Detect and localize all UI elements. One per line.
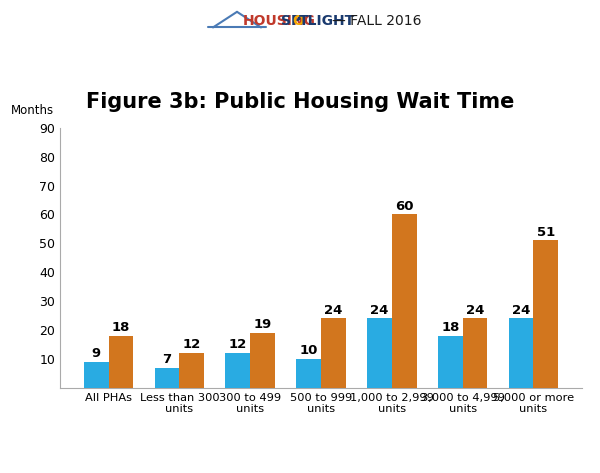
Text: TLIGHT: TLIGHT <box>299 14 355 28</box>
Text: 12: 12 <box>229 339 247 351</box>
Bar <box>533 240 558 388</box>
Text: 7: 7 <box>163 353 172 366</box>
Bar <box>155 368 179 388</box>
Text: 24: 24 <box>466 304 484 317</box>
Text: Figure 3b: Public Housing Wait Time: Figure 3b: Public Housing Wait Time <box>86 92 514 112</box>
Text: 24: 24 <box>512 304 530 317</box>
Bar <box>250 333 275 388</box>
Bar <box>509 318 533 388</box>
Text: HOUSING: HOUSING <box>243 14 316 28</box>
Bar <box>392 214 416 388</box>
Bar <box>438 336 463 388</box>
Bar <box>296 359 321 388</box>
Text: Months: Months <box>10 105 53 117</box>
Bar <box>109 336 133 388</box>
Text: 24: 24 <box>324 304 343 317</box>
Text: 12: 12 <box>182 339 201 351</box>
Text: 24: 24 <box>370 304 389 317</box>
Bar <box>321 318 346 388</box>
Text: 19: 19 <box>253 318 272 331</box>
Text: O: O <box>292 14 304 28</box>
Text: 18: 18 <box>441 321 460 334</box>
Text: 10: 10 <box>299 344 318 357</box>
Text: 9: 9 <box>92 347 101 360</box>
Text: 51: 51 <box>537 226 555 239</box>
Text: — FALL 2016: — FALL 2016 <box>332 14 421 28</box>
Text: 60: 60 <box>395 200 413 213</box>
Text: 18: 18 <box>112 321 130 334</box>
Bar <box>463 318 487 388</box>
Text: SP: SP <box>281 14 301 28</box>
Bar <box>179 353 204 388</box>
Bar <box>226 353 250 388</box>
Bar <box>84 362 109 388</box>
Bar <box>367 318 392 388</box>
